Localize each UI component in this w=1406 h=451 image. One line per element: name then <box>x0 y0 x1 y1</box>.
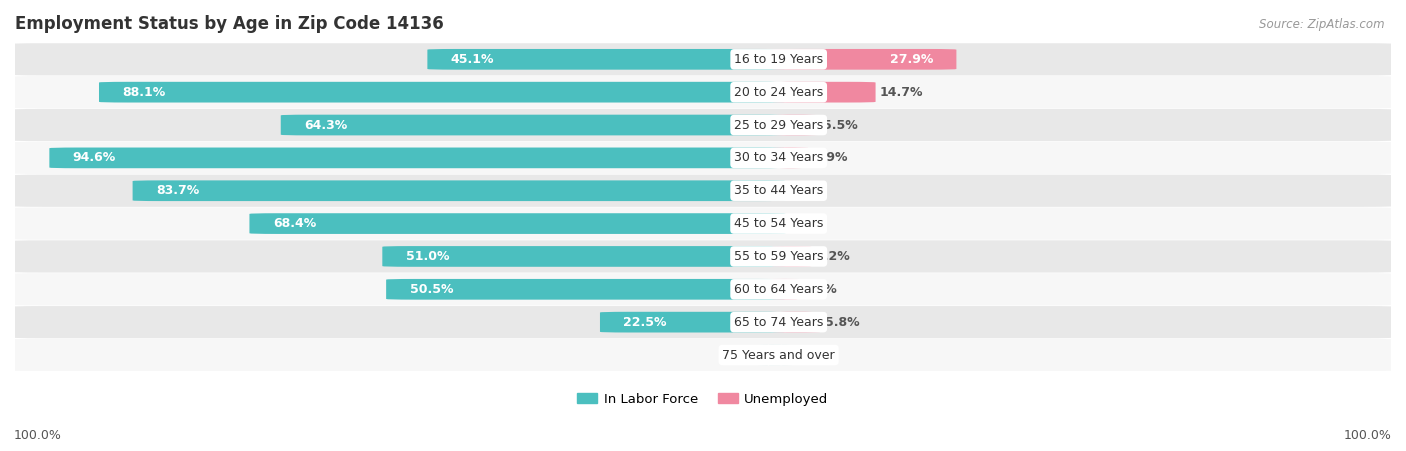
Text: 45.1%: 45.1% <box>451 53 495 66</box>
FancyBboxPatch shape <box>8 43 1398 75</box>
FancyBboxPatch shape <box>98 82 786 102</box>
FancyBboxPatch shape <box>600 312 786 332</box>
Text: 50.5%: 50.5% <box>409 283 453 296</box>
Text: 60 to 64 Years: 60 to 64 Years <box>734 283 824 296</box>
Text: 5.5%: 5.5% <box>824 119 858 132</box>
FancyBboxPatch shape <box>772 49 956 69</box>
Text: 88.1%: 88.1% <box>122 86 166 99</box>
Text: 5.8%: 5.8% <box>825 316 860 329</box>
FancyBboxPatch shape <box>249 213 786 234</box>
Text: 55 to 59 Years: 55 to 59 Years <box>734 250 824 263</box>
Text: 100.0%: 100.0% <box>1344 429 1392 442</box>
FancyBboxPatch shape <box>8 76 1398 108</box>
Text: 68.4%: 68.4% <box>273 217 316 230</box>
Text: 0.0%: 0.0% <box>790 349 824 362</box>
FancyBboxPatch shape <box>8 207 1398 239</box>
Text: 4.2%: 4.2% <box>815 250 851 263</box>
Text: 45 to 54 Years: 45 to 54 Years <box>734 217 824 230</box>
FancyBboxPatch shape <box>8 175 1398 207</box>
Text: 3.9%: 3.9% <box>814 152 848 164</box>
Text: Employment Status by Age in Zip Code 14136: Employment Status by Age in Zip Code 141… <box>15 15 444 33</box>
Text: Source: ZipAtlas.com: Source: ZipAtlas.com <box>1260 18 1385 31</box>
FancyBboxPatch shape <box>758 345 792 365</box>
Text: 16 to 19 Years: 16 to 19 Years <box>734 53 824 66</box>
FancyBboxPatch shape <box>770 279 800 299</box>
FancyBboxPatch shape <box>8 240 1398 272</box>
FancyBboxPatch shape <box>8 273 1398 305</box>
Legend: In Labor Force, Unemployed: In Labor Force, Unemployed <box>572 387 834 411</box>
Text: 22.5%: 22.5% <box>623 316 666 329</box>
FancyBboxPatch shape <box>8 109 1398 141</box>
FancyBboxPatch shape <box>132 180 786 201</box>
FancyBboxPatch shape <box>772 82 876 102</box>
Text: 35 to 44 Years: 35 to 44 Years <box>734 184 824 197</box>
FancyBboxPatch shape <box>772 312 821 332</box>
FancyBboxPatch shape <box>8 306 1398 338</box>
Text: 64.3%: 64.3% <box>304 119 347 132</box>
FancyBboxPatch shape <box>8 142 1398 174</box>
Text: 94.6%: 94.6% <box>73 152 117 164</box>
FancyBboxPatch shape <box>49 147 786 168</box>
FancyBboxPatch shape <box>387 279 786 299</box>
Text: 27.9%: 27.9% <box>890 53 934 66</box>
Text: 83.7%: 83.7% <box>156 184 200 197</box>
Text: 1.0%: 1.0% <box>725 349 761 362</box>
Text: 100.0%: 100.0% <box>14 429 62 442</box>
Text: 65 to 74 Years: 65 to 74 Years <box>734 316 824 329</box>
FancyBboxPatch shape <box>772 115 820 135</box>
FancyBboxPatch shape <box>281 115 786 135</box>
FancyBboxPatch shape <box>427 49 786 69</box>
Text: 25 to 29 Years: 25 to 29 Years <box>734 119 824 132</box>
FancyBboxPatch shape <box>382 246 786 267</box>
Text: 2.0%: 2.0% <box>801 283 837 296</box>
FancyBboxPatch shape <box>772 246 811 267</box>
Text: 0.0%: 0.0% <box>790 184 824 197</box>
Text: 20 to 24 Years: 20 to 24 Years <box>734 86 824 99</box>
Text: 75 Years and over: 75 Years and over <box>723 349 835 362</box>
Text: 30 to 34 Years: 30 to 34 Years <box>734 152 824 164</box>
FancyBboxPatch shape <box>772 147 810 168</box>
Text: 0.0%: 0.0% <box>790 217 824 230</box>
Text: 14.7%: 14.7% <box>880 86 924 99</box>
FancyBboxPatch shape <box>8 339 1398 371</box>
Text: 51.0%: 51.0% <box>406 250 449 263</box>
